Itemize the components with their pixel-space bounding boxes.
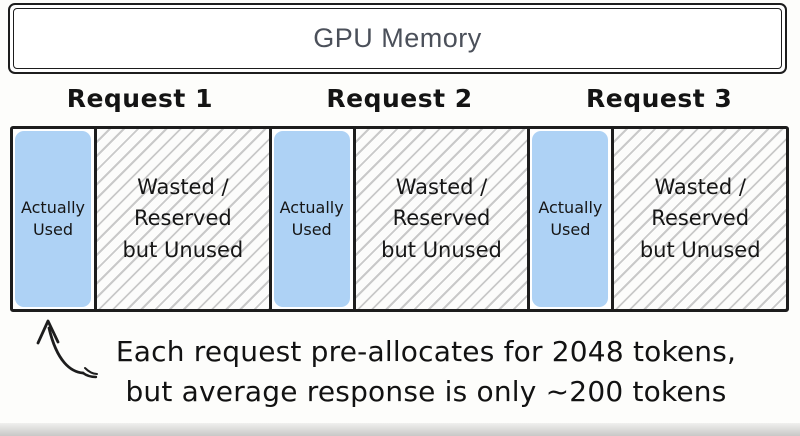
memory-allocation-box: Actually Used Wasted / Reserved but Unus… bbox=[10, 126, 789, 312]
request-1-actually-used-block: Actually Used bbox=[15, 131, 91, 307]
request-3-actually-used-block: Actually Used bbox=[532, 131, 609, 307]
annotation-text: Each request pre-allocates for 2048 toke… bbox=[92, 332, 760, 412]
gpu-memory-box-inner: GPU Memory bbox=[13, 8, 782, 69]
request-1-wasted-region: Wasted / Reserved but Unused bbox=[94, 129, 269, 309]
request-3-wasted-label: Wasted / Reserved but Unused bbox=[639, 174, 761, 262]
page-bottom-edge bbox=[0, 423, 800, 436]
request-1-wasted-label: Wasted / Reserved but Unused bbox=[122, 174, 244, 262]
curved-arrow-up-icon bbox=[26, 315, 100, 383]
request-3-segment: Actually Used Wasted / Reserved but Unus… bbox=[530, 129, 787, 309]
gpu-memory-box: GPU Memory bbox=[8, 3, 787, 74]
request-labels-row: Request 1 Request 2 Request 3 bbox=[10, 84, 789, 118]
gpu-memory-label: GPU Memory bbox=[313, 23, 482, 53]
request-1-segment: Actually Used Wasted / Reserved but Unus… bbox=[13, 129, 272, 309]
request-2-actually-used-block: Actually Used bbox=[273, 131, 350, 307]
request-1-label: Request 1 bbox=[66, 84, 213, 113]
request-2-wasted-region: Wasted / Reserved but Unused bbox=[352, 129, 528, 309]
request-2-label: Request 2 bbox=[326, 84, 473, 113]
request-3-label: Request 3 bbox=[586, 84, 733, 113]
request-2-segment: Actually Used Wasted / Reserved but Unus… bbox=[272, 129, 531, 309]
annotation-line-1: Each request pre-allocates for 2048 toke… bbox=[115, 335, 737, 368]
request-3-wasted-region: Wasted / Reserved but Unused bbox=[611, 129, 787, 309]
annotation-line-2: but average response is only ~200 tokens bbox=[125, 375, 727, 408]
request-2-wasted-label: Wasted / Reserved but Unused bbox=[381, 174, 502, 262]
